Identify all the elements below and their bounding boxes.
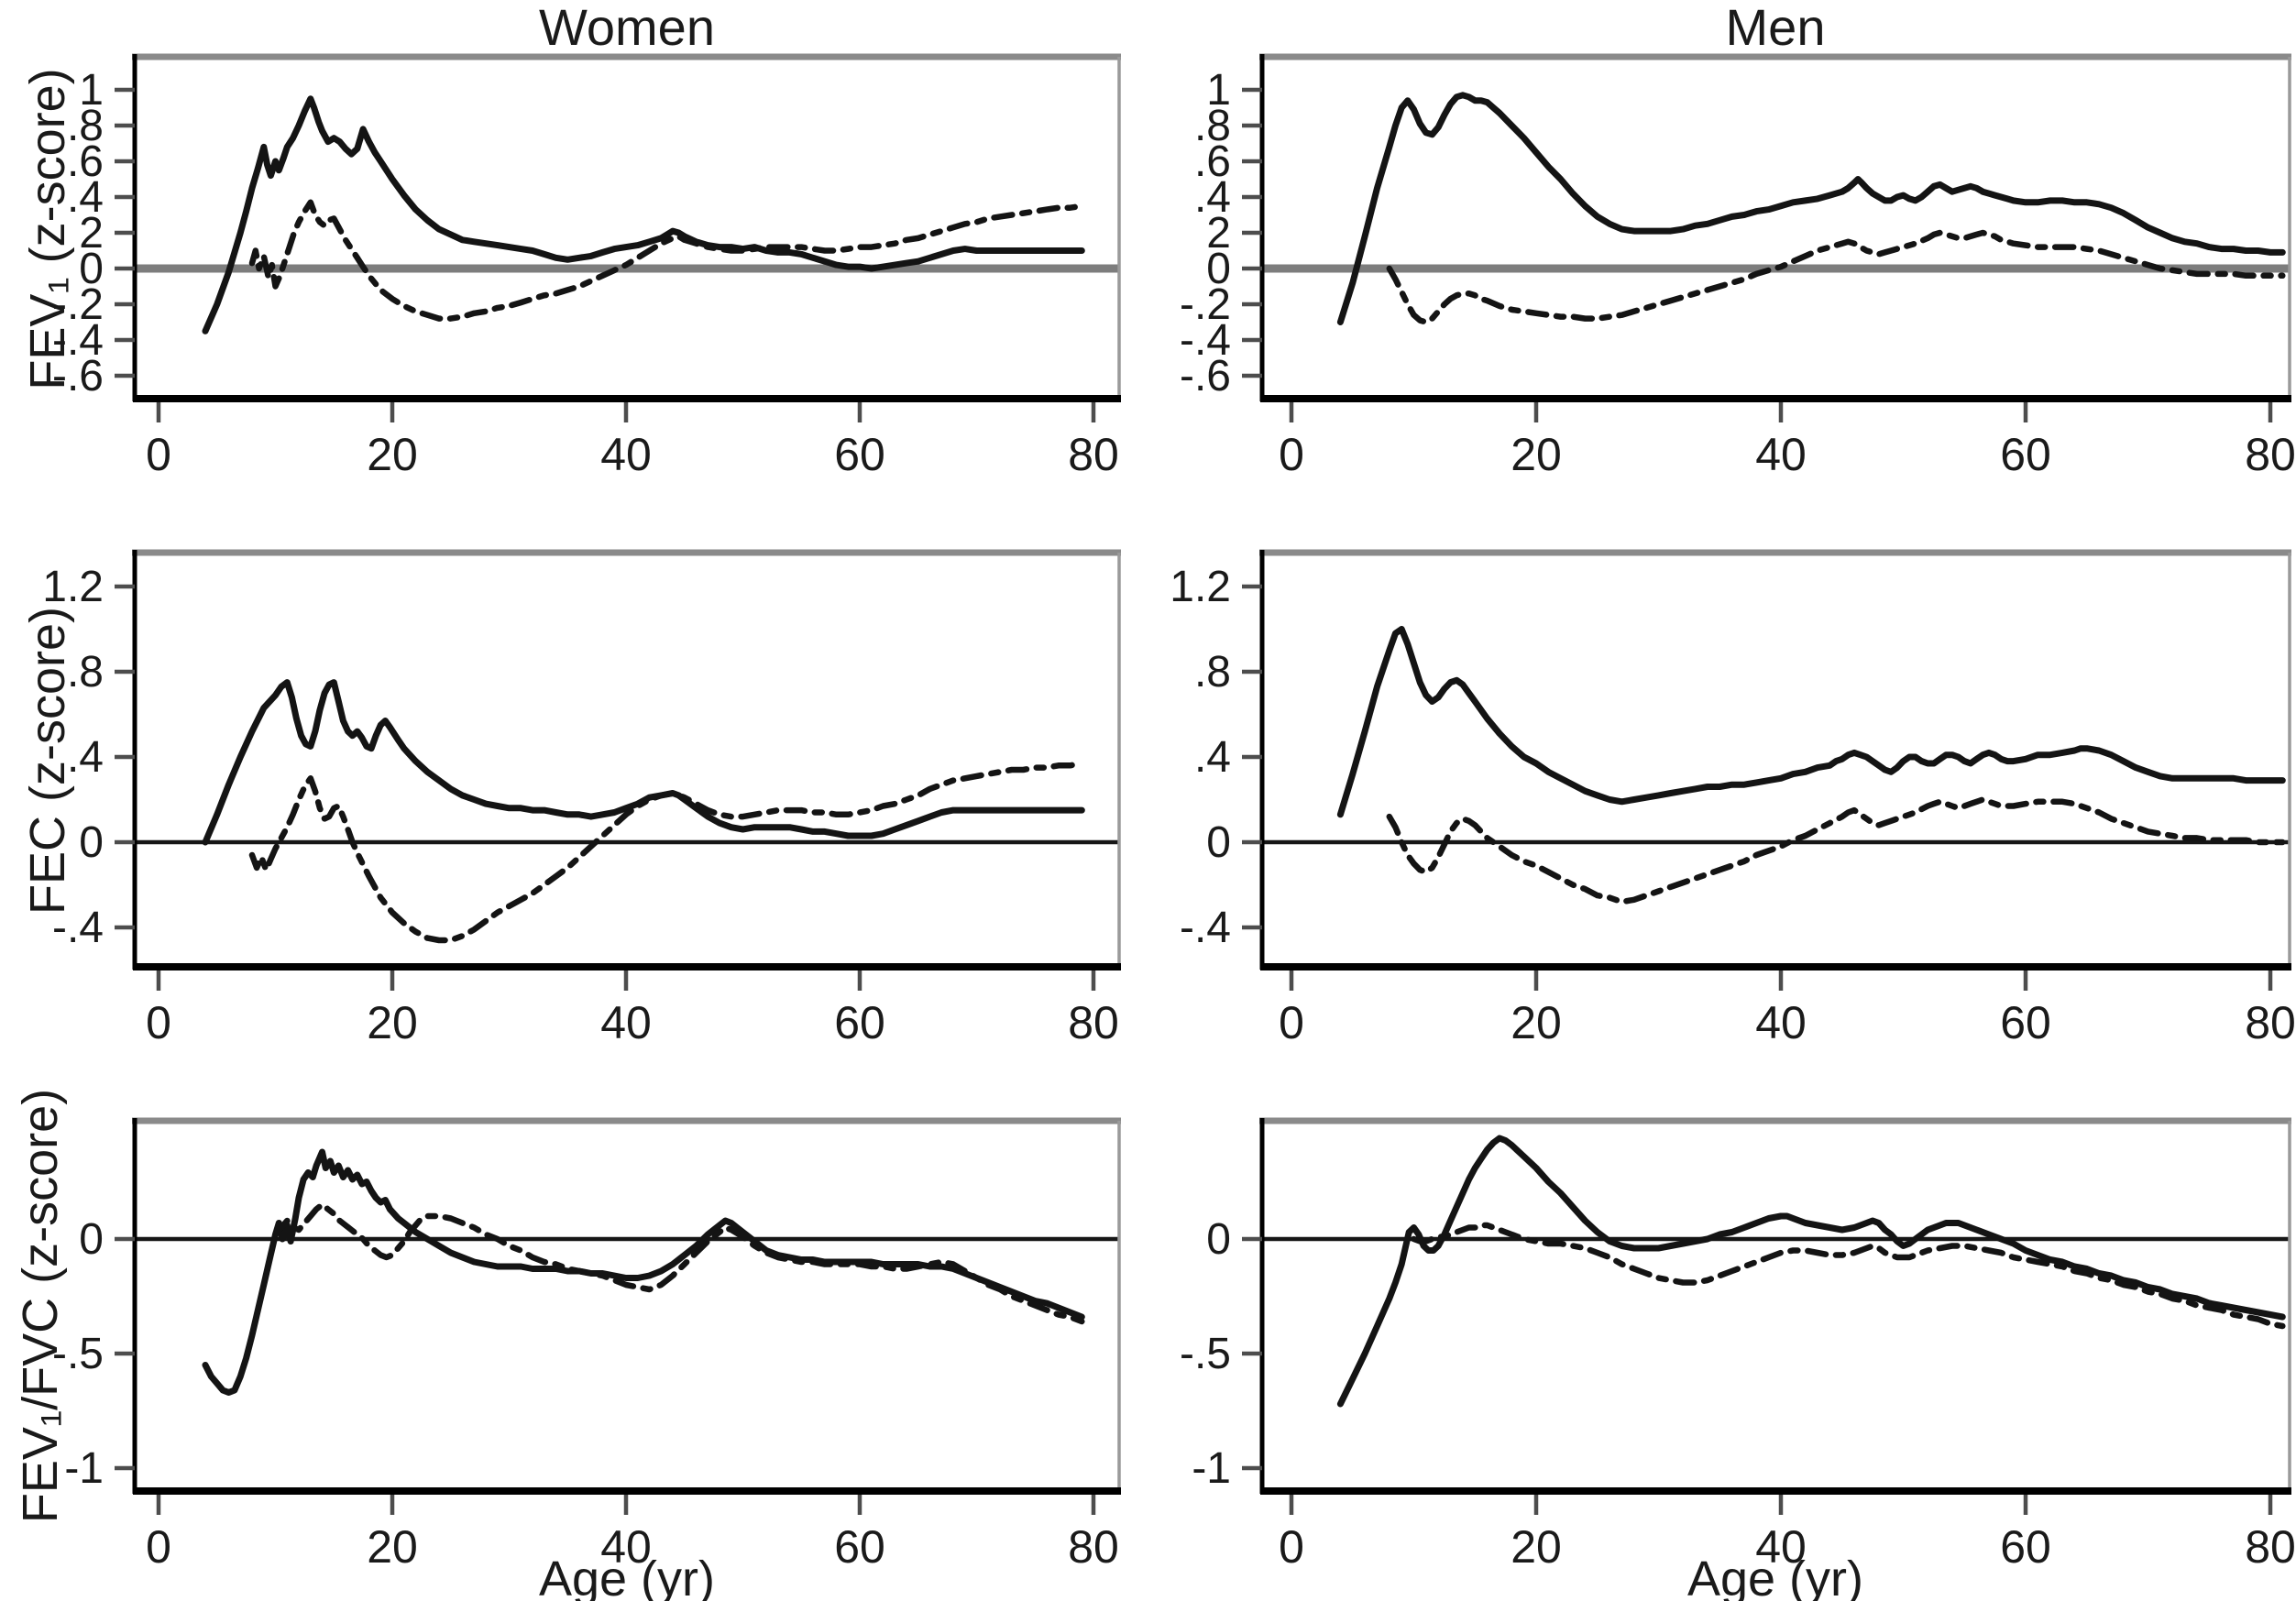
men-fec-x-tick-label: 20 [1511, 997, 1562, 1048]
men-fec-y-tick-label: .8 [1194, 648, 1231, 696]
women-fev1-x-tick-label: 40 [600, 429, 652, 480]
women-fev1-fvc-x-tick-label: 80 [1068, 1521, 1119, 1573]
men-fev1-fvc-y-tick-label: -1 [1192, 1444, 1231, 1493]
women-fev1-fvc-y-tick-label: -1 [64, 1444, 104, 1493]
women-fev1-fvc-dashed-curve [272, 1201, 1085, 1325]
women-fec-y-tick-label: 0 [79, 818, 104, 867]
women-fec-solid-curve [202, 679, 1085, 846]
women-fev1-y-tick-label: .4 [67, 173, 104, 222]
men-fev1-solid-curve [1336, 92, 2286, 325]
men-fev1-x-tick-label: 60 [2000, 429, 2051, 480]
women-fec-x-tick-label: 0 [146, 997, 171, 1048]
men-fec-y-tick-label: 0 [1206, 818, 1231, 867]
x-axis-label-men: Age (yr) [1686, 1552, 1864, 1601]
women-fev1-y-tick-label: 0 [79, 245, 104, 293]
men-fev1-y-tick-label: -.4 [1180, 316, 1231, 365]
column-title-women: Women [539, 0, 715, 56]
men-fec-x-tick-label: 80 [2245, 997, 2296, 1048]
column-title-men: Men [1725, 0, 1826, 56]
men-fec-y-tick-label: 1.2 [1170, 563, 1231, 611]
men-fev1-x-tick-label: 40 [1755, 429, 1807, 480]
women-fev1-fvc-x-tick-label: 0 [146, 1521, 171, 1573]
men-fec-y-tick-label: -.4 [1180, 904, 1231, 952]
men-fec-x-tick-label: 40 [1755, 997, 1807, 1048]
men-fev1-y-tick-label: .8 [1194, 102, 1231, 150]
men-fev1-fvc-y-tick-label: -.5 [1180, 1330, 1231, 1378]
women-fev1-y-tick-label: .6 [67, 137, 104, 186]
women-fec-y-tick-label: .4 [67, 733, 104, 782]
women-fev1-x-tick-label: 20 [367, 429, 418, 480]
y-axis-label-fev1: FEV₁ (z-score) [20, 68, 75, 390]
men-fev1-y-tick-label: 2 [1206, 209, 1231, 258]
women-fec-y-tick-label: -.4 [52, 904, 104, 952]
men-fev1-fvc-x-tick-label: 40 [1755, 1521, 1807, 1573]
men-fev1-fvc-solid-curve [1336, 1135, 2286, 1408]
men-fev1-fvc-dashed-curve [1411, 1222, 2286, 1330]
men-fev1-x-tick-label: 0 [1279, 429, 1304, 480]
y-axis-label-fev1-fvc: FEV₁/FVC (z-score) [13, 1088, 68, 1524]
women-fev1-fvc-x-tick-label: 40 [600, 1521, 652, 1573]
women-fec-x-tick-label: 20 [367, 997, 418, 1048]
men-fev1-fvc-x-tick-label: 20 [1511, 1521, 1562, 1573]
women-fev1-y-tick-label: -.4 [52, 316, 104, 365]
men-fev1-fvc-x-tick-label: 0 [1279, 1521, 1304, 1573]
women-fec-x-tick-label: 80 [1068, 997, 1119, 1048]
men-fev1-fvc-x-tick-label: 60 [2000, 1521, 2051, 1573]
women-fev1-fvc-x-tick-label: 60 [834, 1521, 885, 1573]
y-axis-label-fec: FEC (z-score) [20, 607, 75, 915]
women-fec-y-tick-label: .8 [67, 648, 104, 696]
women-fec-x-tick-label: 60 [834, 997, 885, 1048]
men-fev1-y-tick-label: 0 [1206, 245, 1231, 293]
men-fev1-x-tick-label: 20 [1511, 429, 1562, 480]
women-fev1-fvc-solid-curve [202, 1148, 1085, 1396]
men-fec-solid-curve [1336, 626, 2286, 818]
men-fev1-y-tick-label: 1 [1206, 66, 1231, 115]
women-fev1-x-tick-label: 80 [1068, 429, 1119, 480]
men-fev1-y-tick-label: .4 [1194, 173, 1231, 222]
women-fec-dashed-curve [248, 760, 1085, 944]
women-fev1-x-tick-label: 60 [834, 429, 885, 480]
x-axis-label-women: Age (yr) [538, 1552, 716, 1601]
men-fev1-y-tick-label: .6 [1194, 137, 1231, 186]
women-fev1-x-tick-label: 0 [146, 429, 171, 480]
women-fec-x-tick-label: 40 [600, 997, 652, 1048]
women-fev1-y-tick-label: 2 [79, 209, 104, 258]
men-fec-y-tick-label: .4 [1194, 733, 1231, 782]
men-fec-x-tick-label: 60 [2000, 997, 2051, 1048]
men-fev1-dashed-curve [1386, 229, 2286, 325]
men-fec-dashed-curve [1386, 796, 2286, 905]
women-fev1-y-tick-label: -.2 [52, 280, 104, 329]
men-fev1-fvc-y-tick-label: 0 [1206, 1215, 1231, 1264]
women-fev1-solid-curve [202, 95, 1085, 334]
men-fev1-fvc-x-tick-label: 80 [2245, 1521, 2296, 1573]
women-fec-y-tick-label: 1.2 [42, 563, 104, 611]
men-fev1-y-tick-label: -.2 [1180, 280, 1231, 329]
men-fev1-y-tick-label: -.6 [1180, 352, 1231, 400]
men-fec-x-tick-label: 0 [1279, 997, 1304, 1048]
women-fev1-fvc-x-tick-label: 20 [367, 1521, 418, 1573]
women-fev1-y-tick-label: 1 [79, 66, 104, 115]
women-fev1-fvc-y-tick-label: -.5 [52, 1330, 104, 1378]
women-fev1-y-tick-label: -.6 [52, 352, 104, 400]
men-fev1-x-tick-label: 80 [2245, 429, 2296, 480]
women-fev1-y-tick-label: .8 [67, 102, 104, 150]
women-fev1-fvc-y-tick-label: 0 [79, 1215, 104, 1264]
women-fev1-dashed-curve [248, 199, 1085, 322]
